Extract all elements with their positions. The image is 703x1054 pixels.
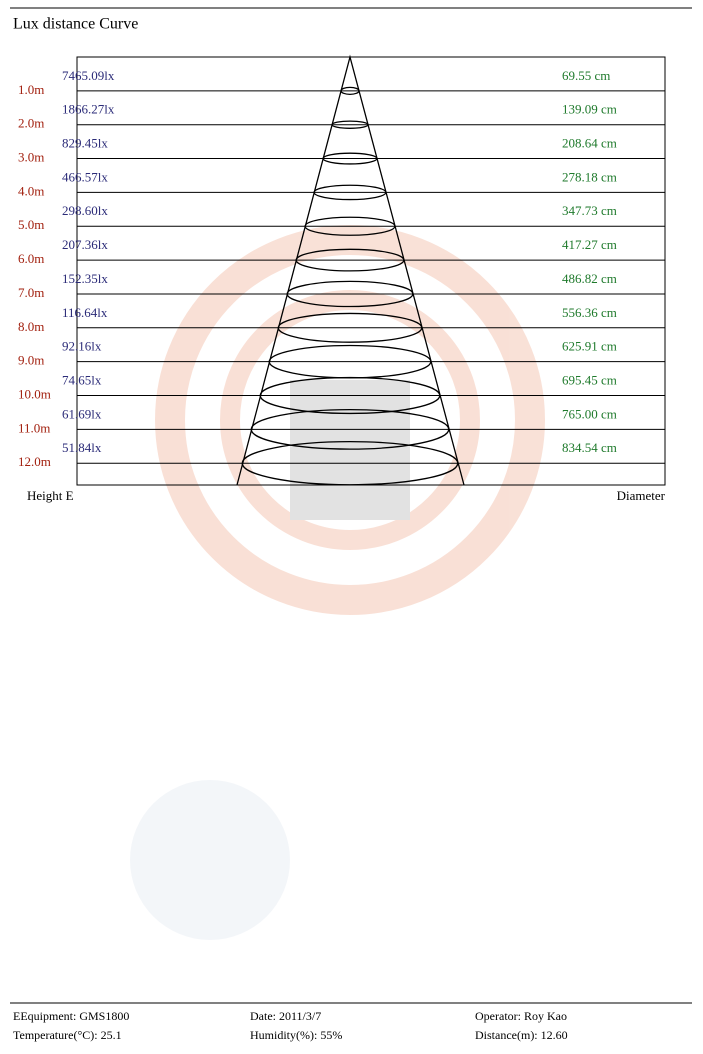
height-label: 5.0m xyxy=(18,217,44,232)
height-label: 9.0m xyxy=(18,353,44,368)
diameter-value: 834.54 cm xyxy=(562,440,617,455)
axis-label-left: Height E xyxy=(27,488,74,503)
lux-value: 1866.27lx xyxy=(62,102,115,117)
axis-label-right: Diameter xyxy=(617,488,666,503)
height-label: 3.0m xyxy=(18,150,44,165)
height-label: 6.0m xyxy=(18,251,44,266)
diameter-value: 556.36 cm xyxy=(562,305,617,320)
lux-value: 829.45lx xyxy=(62,136,108,151)
cone xyxy=(236,54,465,486)
distance: Distance(m): 12.60 xyxy=(475,1028,568,1042)
date: Date: 2011/3/7 xyxy=(250,1009,321,1023)
lux-value: 92.16lx xyxy=(62,339,102,354)
rows: 7465.09lx 69.55 cm 1.0m 1866.27lx 139.09 cm 2… xyxy=(18,68,665,486)
operator: Operator: Roy Kao xyxy=(475,1009,567,1023)
height-label: 8.0m xyxy=(18,319,44,334)
lux-value: 466.57lx xyxy=(62,169,108,184)
height-label: 1.0m xyxy=(18,82,44,97)
lux-value: 116.64lx xyxy=(62,305,108,320)
diameter-value: 417.27 cm xyxy=(562,237,617,252)
height-label: 11.0m xyxy=(18,420,50,435)
diameter-value: 347.73 cm xyxy=(562,203,617,218)
equipment: EEquipment: GMS1800 xyxy=(13,1009,129,1023)
watermark xyxy=(130,225,545,940)
diameter-value: 486.82 cm xyxy=(562,271,617,286)
lux-value: 61.69lx xyxy=(62,406,102,421)
lux-value: 74.65lx xyxy=(62,372,102,387)
temperature: Temperature(°C): 25.1 xyxy=(13,1028,122,1042)
humidity: Humidity(%): 55% xyxy=(250,1028,342,1042)
diameter-value: 695.45 cm xyxy=(562,372,617,387)
diameter-value: 69.55 cm xyxy=(562,68,610,83)
diameter-value: 139.09 cm xyxy=(562,102,617,117)
lux-value: 7465.09lx xyxy=(62,68,115,83)
diameter-value: 278.18 cm xyxy=(562,169,617,184)
lux-value: 51.84lx xyxy=(62,440,102,455)
height-label: 12.0m xyxy=(18,454,51,469)
height-label: 10.0m xyxy=(18,386,51,401)
diameter-value: 208.64 cm xyxy=(562,136,617,151)
lux-value: 298.60lx xyxy=(62,203,108,218)
lux-value: 152.35lx xyxy=(62,271,108,286)
height-label: 4.0m xyxy=(18,183,44,198)
lux-value: 207.36lx xyxy=(62,237,108,252)
title: Lux distance Curve xyxy=(13,16,138,33)
height-label: 7.0m xyxy=(18,285,44,300)
diameter-value: 765.00 cm xyxy=(562,406,617,421)
diameter-value: 625.91 cm xyxy=(562,339,617,354)
height-label: 2.0m xyxy=(18,116,44,131)
